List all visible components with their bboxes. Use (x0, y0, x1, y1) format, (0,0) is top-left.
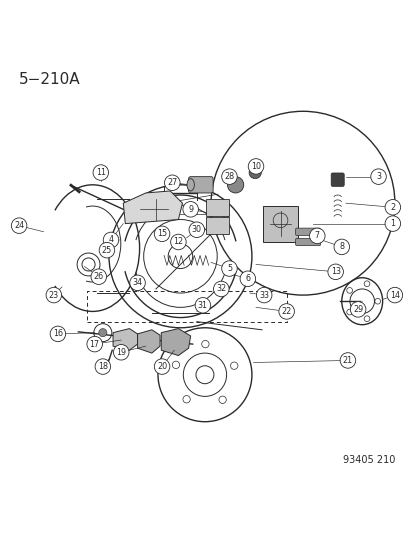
Circle shape (50, 326, 66, 342)
Text: 93405 210: 93405 210 (342, 455, 394, 465)
Circle shape (248, 159, 263, 174)
Text: 5: 5 (226, 264, 231, 273)
Circle shape (309, 228, 324, 244)
Circle shape (195, 297, 210, 313)
Text: 28: 28 (224, 172, 234, 181)
Ellipse shape (187, 179, 194, 191)
Text: 10: 10 (250, 162, 260, 171)
Circle shape (240, 271, 255, 287)
Text: 21: 21 (342, 356, 352, 365)
Circle shape (221, 169, 237, 184)
Text: 18: 18 (97, 362, 107, 371)
FancyBboxPatch shape (206, 217, 228, 234)
Text: 12: 12 (173, 238, 183, 246)
Circle shape (249, 166, 261, 179)
Text: 29: 29 (352, 305, 362, 314)
Text: 19: 19 (116, 348, 126, 357)
Circle shape (103, 232, 119, 248)
Text: 15: 15 (157, 229, 167, 238)
Text: 26: 26 (93, 272, 104, 281)
Circle shape (213, 281, 228, 297)
Text: 5−210A: 5−210A (19, 72, 81, 87)
Text: 22: 22 (281, 307, 291, 316)
Text: 2: 2 (389, 203, 394, 212)
Text: 16: 16 (53, 329, 63, 338)
FancyBboxPatch shape (330, 173, 343, 187)
Circle shape (183, 201, 198, 217)
Circle shape (221, 261, 237, 276)
FancyBboxPatch shape (206, 199, 228, 216)
Circle shape (113, 344, 129, 360)
Text: 9: 9 (188, 205, 193, 214)
Text: 6: 6 (245, 274, 250, 283)
Circle shape (384, 216, 400, 231)
Text: 11: 11 (95, 168, 106, 177)
Circle shape (349, 302, 365, 317)
Polygon shape (161, 328, 190, 356)
Circle shape (170, 234, 186, 250)
Circle shape (339, 353, 355, 368)
FancyBboxPatch shape (188, 176, 213, 193)
Text: 30: 30 (191, 225, 201, 234)
Text: 25: 25 (102, 246, 112, 255)
Polygon shape (137, 330, 160, 353)
Circle shape (384, 199, 400, 215)
Circle shape (386, 287, 402, 303)
Circle shape (130, 275, 145, 290)
FancyBboxPatch shape (262, 206, 297, 242)
Text: 24: 24 (14, 221, 24, 230)
FancyBboxPatch shape (295, 238, 320, 246)
Circle shape (87, 336, 102, 352)
Text: 13: 13 (330, 268, 340, 276)
Text: 27: 27 (167, 178, 177, 187)
Circle shape (227, 176, 243, 193)
Text: 34: 34 (132, 278, 142, 287)
Circle shape (256, 287, 271, 303)
Text: 3: 3 (375, 172, 380, 181)
Text: 31: 31 (197, 301, 207, 310)
Text: 4: 4 (108, 236, 113, 245)
Circle shape (333, 239, 349, 255)
Circle shape (278, 304, 294, 319)
Polygon shape (113, 328, 137, 350)
Text: 1: 1 (389, 219, 394, 228)
Text: 8: 8 (339, 243, 344, 252)
Circle shape (154, 359, 169, 374)
Text: 17: 17 (89, 340, 100, 349)
Text: 14: 14 (389, 290, 399, 300)
Text: 20: 20 (157, 362, 167, 371)
Text: 7: 7 (314, 231, 319, 240)
Text: 32: 32 (216, 285, 226, 294)
Circle shape (99, 328, 107, 337)
Circle shape (164, 175, 180, 190)
Circle shape (154, 226, 169, 241)
Text: 23: 23 (49, 290, 59, 300)
Circle shape (327, 264, 343, 280)
Circle shape (93, 165, 108, 180)
Circle shape (370, 169, 385, 184)
Circle shape (95, 359, 110, 374)
Circle shape (11, 218, 27, 233)
Circle shape (189, 222, 204, 238)
Circle shape (46, 287, 62, 303)
Circle shape (99, 243, 114, 258)
Text: 33: 33 (259, 290, 268, 300)
Circle shape (91, 269, 106, 285)
Polygon shape (123, 191, 182, 224)
FancyBboxPatch shape (295, 228, 320, 236)
